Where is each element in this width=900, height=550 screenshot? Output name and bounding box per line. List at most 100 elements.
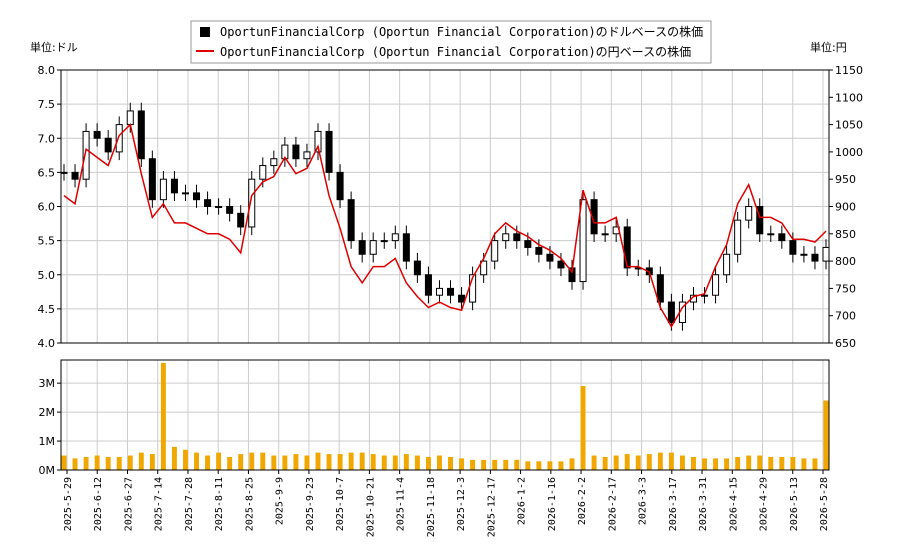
candle	[181, 192, 189, 195]
volume-bar	[425, 456, 431, 470]
y-tick-label-right: 750	[835, 282, 856, 295]
y-tick-label-right: 800	[835, 255, 856, 268]
x-tick-label: 2025-6-27	[123, 477, 134, 531]
candle	[104, 137, 112, 153]
candle	[524, 240, 532, 248]
candle	[193, 192, 201, 201]
volume-bar	[624, 454, 630, 470]
price-plot-frame	[60, 69, 830, 344]
volume-bar	[668, 452, 674, 470]
volume-bar	[536, 461, 542, 470]
volume-bar	[591, 455, 597, 470]
candle	[82, 130, 90, 180]
legend: OportunFinancialCorp (Oportun Financial …	[190, 20, 712, 64]
candle	[701, 294, 709, 297]
volume-bar	[812, 458, 818, 470]
y-tick-label-left: 8.0	[38, 64, 56, 77]
x-tick-label: 2026-4-15	[728, 477, 739, 531]
candle	[93, 130, 101, 139]
y-tick-label-volume: 1M	[39, 435, 56, 448]
volume-bar	[448, 456, 453, 470]
y-tick-label-right: 650	[835, 337, 856, 350]
volume-bar	[547, 461, 553, 470]
y-tick-label-volume: 0M	[39, 464, 56, 477]
candle	[723, 253, 731, 276]
candle	[380, 240, 388, 243]
candle	[778, 233, 786, 242]
volume-bar	[348, 452, 354, 470]
y-tick-label-left: 5.5	[38, 235, 56, 248]
candle	[60, 171, 68, 174]
yen-price-line	[63, 123, 827, 329]
candle	[822, 246, 830, 262]
x-tick-label: 2025-6-12	[93, 477, 104, 531]
candle	[270, 158, 278, 167]
y-tick-label-volume: 3M	[39, 377, 56, 390]
candle	[391, 233, 399, 242]
y-axis-label-right: 単位:円	[810, 40, 847, 54]
x-tick-label: 2025-12-3	[456, 477, 467, 531]
volume-bar	[503, 459, 509, 470]
volume-bar	[801, 458, 807, 470]
candle	[579, 199, 587, 283]
candle	[712, 274, 720, 296]
x-tick-label: 2026-1-2	[517, 477, 528, 525]
price-panel: 4.0 4.5 5.0 5.5 6.0 6.5 7.0 7.5 8.0 650 700 750 800 8…	[38, 64, 864, 350]
y-tick-label-volume: 2M	[39, 406, 56, 419]
volume-bar	[823, 400, 829, 470]
volume-bar	[790, 456, 796, 470]
volume-bar	[470, 459, 476, 470]
candle	[667, 301, 675, 324]
volume-bar	[679, 455, 685, 470]
y-tick-label-right: 1050	[835, 119, 863, 132]
candle	[71, 171, 79, 180]
candle	[314, 130, 322, 153]
volume-bar	[238, 454, 244, 470]
volume-bar	[171, 446, 177, 470]
x-tick-label: 2026-3-3	[638, 477, 649, 525]
volume-bar	[381, 455, 387, 470]
candle	[811, 253, 819, 262]
y-tick-label-right: 1000	[835, 146, 863, 159]
volume-bar	[492, 459, 498, 470]
x-tick-label: 2026-1-16	[547, 477, 558, 531]
candle	[546, 253, 554, 262]
y-axis-label-left: 単位:ドル	[30, 40, 78, 54]
volume-bar	[194, 452, 199, 470]
candle	[336, 171, 344, 201]
volume-plot-frame	[60, 359, 830, 471]
y-tick-label-left: 6.0	[38, 201, 56, 214]
candle	[402, 233, 410, 262]
x-tick-label: 2026-2-2	[577, 477, 588, 525]
x-tick-label: 2025-8-25	[244, 477, 255, 531]
volume-bar	[437, 455, 442, 470]
volume-bar	[260, 452, 266, 470]
volume-bar	[724, 458, 730, 470]
volume-bar	[61, 455, 67, 470]
candle	[347, 199, 355, 242]
volume-bar	[713, 458, 719, 470]
y-tick-label-left: 4.0	[38, 337, 56, 350]
candle	[259, 165, 267, 180]
volume-bar	[205, 455, 211, 470]
volume-bar	[768, 456, 774, 470]
volume-panel: 2025-5-29 2025-6-12 2025-6-27 2025-7-14 2025…	[39, 359, 830, 537]
y-tick-label-right: 700	[835, 310, 856, 323]
volume-bar	[735, 456, 741, 470]
volume-bar	[702, 458, 707, 470]
volume-bar	[94, 455, 100, 470]
candle	[159, 178, 167, 201]
volume-bar	[127, 455, 133, 470]
x-tick-label: 2026-5-13	[789, 477, 800, 531]
volume-bar	[304, 455, 310, 470]
candle	[623, 226, 631, 269]
candle	[358, 240, 366, 255]
candle	[303, 151, 311, 160]
candle	[435, 287, 443, 296]
legend-box	[190, 20, 712, 64]
volume-bar	[337, 454, 343, 470]
volume-bar	[249, 452, 255, 470]
volume-bar	[403, 454, 409, 470]
volume-bar	[149, 454, 155, 470]
candle	[248, 178, 256, 228]
